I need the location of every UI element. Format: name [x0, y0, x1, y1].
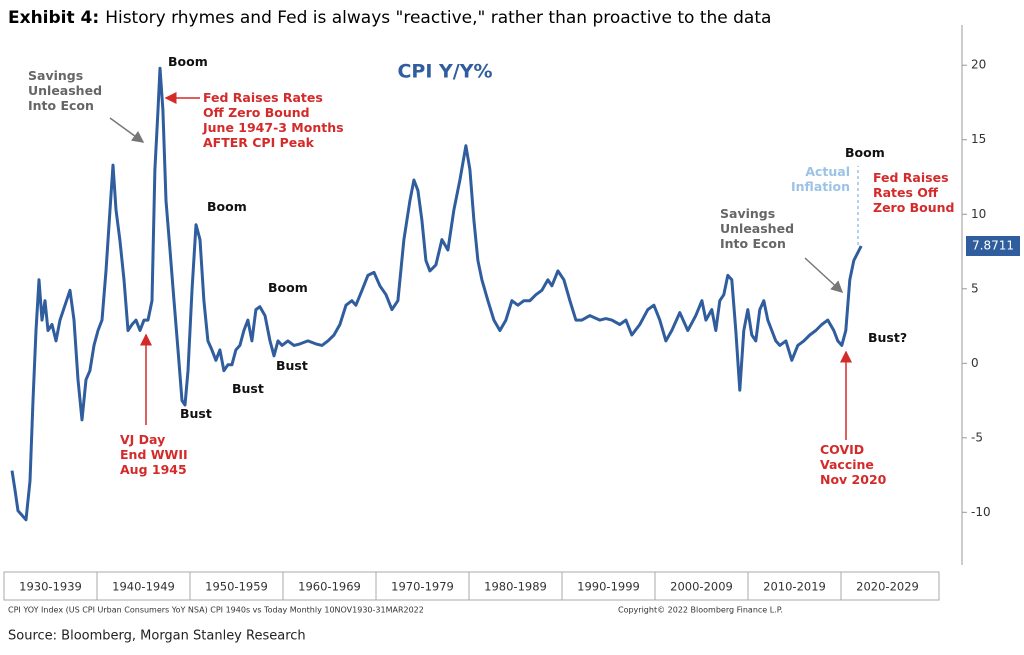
last-value-label: 7.8711 — [972, 238, 1014, 252]
annotation-line: Boom — [845, 145, 885, 160]
annotation-line: Bust — [276, 358, 308, 373]
annotation: Boom — [845, 145, 885, 160]
annotation-line: AFTER CPI Peak — [203, 135, 315, 150]
annotation: Bust? — [868, 330, 907, 345]
x-tick-label: 2010-2019 — [763, 580, 826, 594]
cpi-line — [10, 66, 863, 522]
annotation-line: Savings — [28, 68, 83, 83]
y-tick-label: -5 — [971, 430, 983, 444]
annotation-line: Zero Bound — [873, 200, 955, 215]
y-tick-label: 20 — [971, 58, 986, 72]
x-tick-label: 1980-1989 — [484, 580, 547, 594]
y-tick-label: -10 — [971, 505, 991, 519]
annotation-line: Fed Raises Rates — [203, 90, 323, 105]
y-tick-label: 5 — [971, 281, 979, 295]
annotation-line: Fed Raises — [873, 170, 949, 185]
annotation-line: Boom — [207, 199, 247, 214]
annotation: Fed Raises Rates Off Zero Bound June 1947-… — [202, 90, 344, 150]
annotation: Savings Unleashed Into Econ — [28, 68, 102, 113]
annotation-line: Into Econ — [720, 236, 786, 251]
x-tick-label: 2020-2029 — [856, 580, 919, 594]
annotation: Boom — [207, 199, 247, 214]
header-title: History rhymes and Fed is always "reacti… — [105, 8, 771, 28]
annotation-line: COVID — [820, 442, 864, 457]
y-tick-label: 15 — [971, 132, 986, 146]
x-tick-label: 1930-1939 — [19, 580, 82, 594]
annotation: COVID Vaccine Nov 2020 — [820, 442, 887, 487]
annotation-line: Bust? — [868, 330, 907, 345]
annotation-line: Bust — [180, 406, 212, 421]
annotation-line: Savings — [720, 206, 775, 221]
header: Exhibit 4: History rhymes and Fed is alwa… — [8, 8, 771, 28]
annotation: VJ Day End WWII Aug 1945 — [120, 432, 188, 477]
x-tick-label: 1970-1979 — [391, 580, 454, 594]
annotation: Bust — [232, 381, 264, 396]
x-tick-label: 1960-1969 — [298, 580, 361, 594]
annotation-line: Unleashed — [28, 83, 102, 98]
y-tick-label: 0 — [971, 356, 979, 370]
chart-title: CPI Y/Y% — [397, 61, 492, 83]
annotation: Fed Raises Rates Off Zero Bound — [873, 170, 955, 215]
arrow — [109, 117, 145, 143]
annotation: Boom — [168, 54, 208, 69]
annotation: Boom — [268, 280, 308, 295]
x-tick-label: 1990-1999 — [577, 580, 640, 594]
x-tick-label: 2000-2009 — [670, 580, 733, 594]
annotation-line: June 1947-3 Months — [202, 120, 344, 135]
annotation-line: Vaccine — [820, 457, 874, 472]
annotation-line: End WWII — [120, 447, 188, 462]
annotation: Actual Inflation — [791, 164, 850, 194]
last-value-box — [966, 235, 1020, 256]
x-tick-label: 1940-1949 — [112, 580, 175, 594]
annotation-line: Into Econ — [28, 98, 94, 113]
annotation-line: Boom — [168, 54, 208, 69]
exhibit-label: Exhibit 4: — [8, 8, 99, 28]
annotation-line: Off Zero Bound — [203, 105, 310, 120]
annotation-line: Inflation — [791, 179, 850, 194]
annotation-line: Unleashed — [720, 221, 794, 236]
annotation-line: Actual — [805, 164, 850, 179]
annotation-line: Aug 1945 — [120, 462, 187, 477]
copyright: Copyright© 2022 Bloomberg Finance L.P. — [618, 606, 783, 615]
arrow — [804, 257, 844, 294]
annotation-line: Boom — [268, 280, 308, 295]
annotation-line: VJ Day — [120, 432, 165, 447]
source: Source: Bloomberg, Morgan Stanley Resear… — [8, 629, 306, 644]
annotation-line: Bust — [232, 381, 264, 396]
series-note: CPI YOY Index (US CPI Urban Consumers Yo… — [8, 606, 424, 615]
y-tick-label: 10 — [971, 207, 986, 221]
annotation: Savings Unleashed Into Econ — [720, 206, 794, 251]
annotation: Bust — [180, 406, 212, 421]
annotation: Bust — [276, 358, 308, 373]
annotation-line: Nov 2020 — [820, 472, 887, 487]
annotation-line: Rates Off — [873, 185, 939, 200]
x-tick-label: 1950-1959 — [205, 580, 268, 594]
